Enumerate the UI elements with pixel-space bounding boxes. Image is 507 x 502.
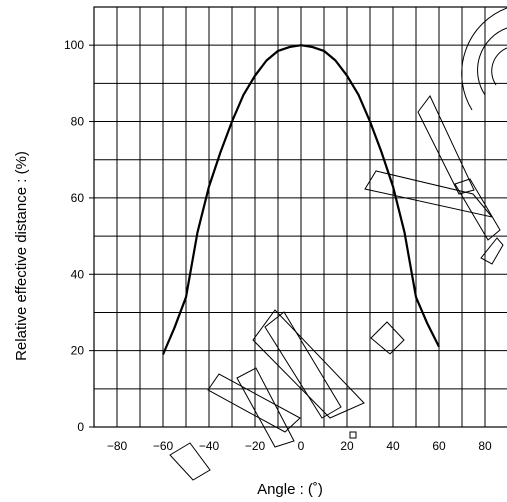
x-tick-label: 0 xyxy=(298,439,305,453)
y-tick-label: 0 xyxy=(77,420,84,434)
watermark xyxy=(169,7,507,481)
series-group xyxy=(161,44,440,355)
x-tick-label: 40 xyxy=(386,439,400,453)
y-tick-label: 100 xyxy=(64,38,84,52)
y-tick-label: 40 xyxy=(71,267,85,281)
y-tick-label: 20 xyxy=(71,344,85,358)
plot-frame xyxy=(93,6,507,428)
x-tick-labels: −80 −60 −40 −20 0 20 40 60 80 xyxy=(107,439,492,453)
chart-grid xyxy=(94,7,507,427)
x-tick-label: −60 xyxy=(153,439,174,453)
x-tick-label: 80 xyxy=(478,439,492,453)
y-axis-label: Relative effective distance : (%) xyxy=(13,151,30,361)
y-tick-label: 60 xyxy=(71,191,85,205)
x-axis-label: Angle : (˚) xyxy=(257,481,323,498)
x-tick-label: −40 xyxy=(199,439,220,453)
y-tick-label: 80 xyxy=(71,115,85,129)
x-tick-label: −80 xyxy=(107,439,128,453)
series-line xyxy=(161,44,440,355)
x-tick-label: 20 xyxy=(340,439,354,453)
x-tick-label: −20 xyxy=(245,439,266,453)
x-tick-label: 60 xyxy=(432,439,446,453)
y-tick-labels: 0 20 40 60 80 100 xyxy=(64,38,94,434)
